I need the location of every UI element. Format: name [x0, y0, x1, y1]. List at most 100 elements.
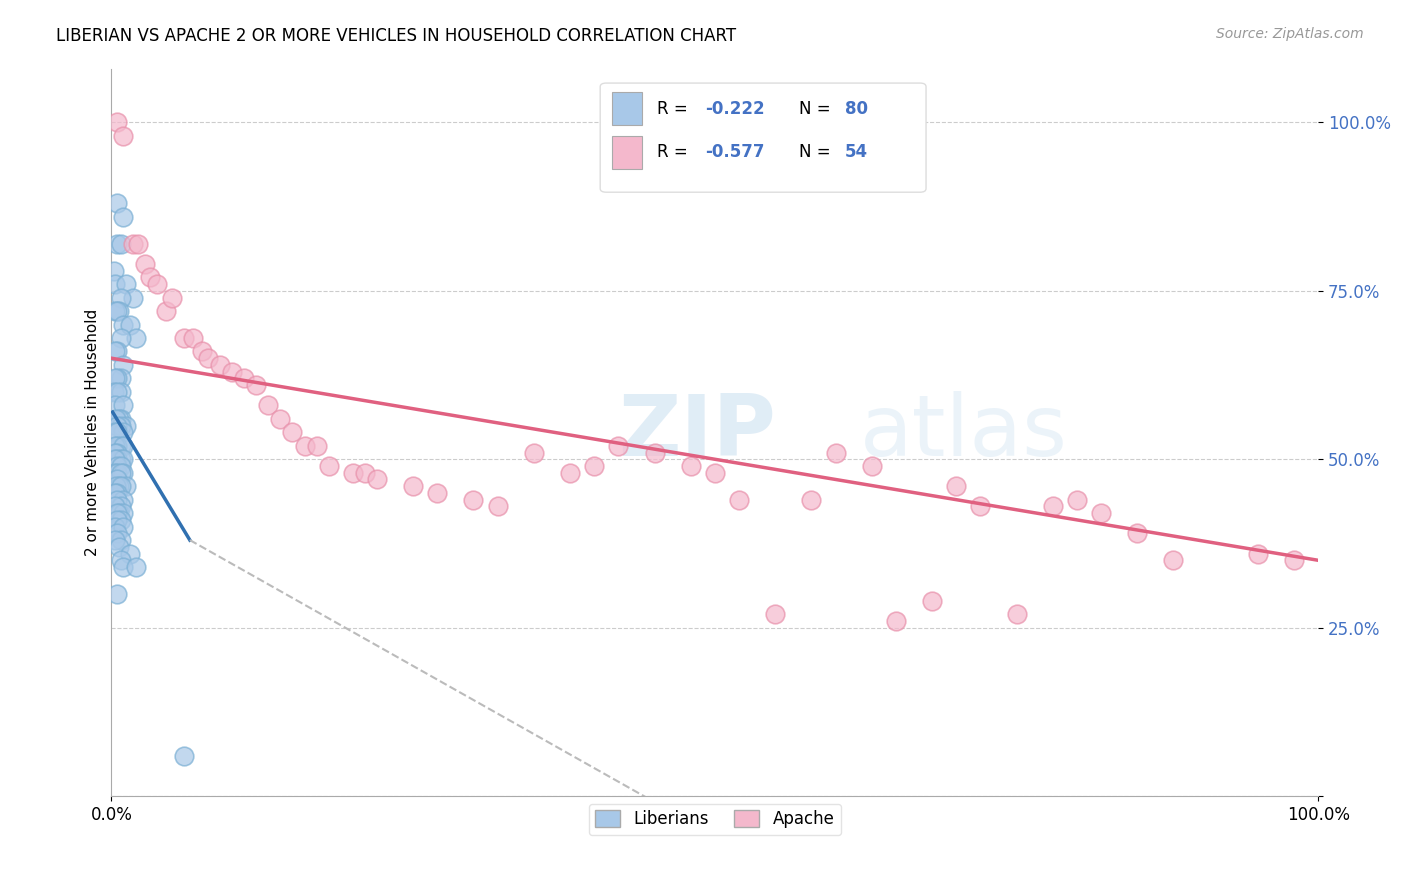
Text: -0.222: -0.222	[706, 100, 765, 118]
Point	[558, 466, 581, 480]
Point	[112, 519, 135, 533]
Point	[122, 291, 145, 305]
Point	[305, 439, 328, 453]
Point	[112, 466, 135, 480]
Point	[353, 466, 375, 480]
Point	[208, 358, 231, 372]
Point	[110, 371, 132, 385]
Text: 54: 54	[845, 144, 869, 161]
Point	[110, 500, 132, 514]
Point	[104, 445, 127, 459]
Point	[607, 439, 630, 453]
Point	[107, 458, 129, 473]
Point	[342, 466, 364, 480]
Point	[115, 277, 138, 291]
Point	[104, 304, 127, 318]
Point	[104, 439, 127, 453]
Point	[107, 412, 129, 426]
Point	[281, 425, 304, 440]
Point	[105, 479, 128, 493]
Point	[107, 473, 129, 487]
Point	[112, 492, 135, 507]
Point	[110, 439, 132, 453]
Point	[644, 445, 666, 459]
Point	[1066, 492, 1088, 507]
Point	[107, 506, 129, 520]
Text: R =: R =	[657, 144, 693, 161]
Point	[107, 452, 129, 467]
Point	[103, 263, 125, 277]
Point	[112, 128, 135, 143]
Point	[728, 492, 751, 507]
Point	[191, 344, 214, 359]
Point	[110, 479, 132, 493]
Point	[107, 540, 129, 554]
Y-axis label: 2 or more Vehicles in Household: 2 or more Vehicles in Household	[86, 309, 100, 556]
Point	[1042, 500, 1064, 514]
Point	[104, 452, 127, 467]
Point	[463, 492, 485, 507]
Point	[366, 473, 388, 487]
Point	[104, 486, 127, 500]
Point	[160, 291, 183, 305]
Point	[104, 533, 127, 547]
Point	[110, 236, 132, 251]
Text: 80: 80	[845, 100, 868, 118]
Point	[318, 458, 340, 473]
Point	[107, 344, 129, 359]
Point	[107, 425, 129, 440]
Point	[112, 560, 135, 574]
Point	[127, 236, 149, 251]
Point	[112, 358, 135, 372]
Point	[107, 384, 129, 399]
Point	[233, 371, 256, 385]
Text: LIBERIAN VS APACHE 2 OR MORE VEHICLES IN HOUSEHOLD CORRELATION CHART: LIBERIAN VS APACHE 2 OR MORE VEHICLES IN…	[56, 27, 737, 45]
Point	[583, 458, 606, 473]
Point	[257, 398, 280, 412]
Point	[139, 270, 162, 285]
Point	[107, 466, 129, 480]
FancyBboxPatch shape	[612, 92, 643, 125]
Text: R =: R =	[657, 100, 693, 118]
Point	[110, 418, 132, 433]
Point	[107, 196, 129, 211]
Point	[969, 500, 991, 514]
Point	[107, 418, 129, 433]
Point	[824, 445, 846, 459]
Point	[107, 439, 129, 453]
Point	[122, 236, 145, 251]
Point	[173, 748, 195, 763]
Point	[112, 318, 135, 332]
Point	[155, 304, 177, 318]
Point	[110, 466, 132, 480]
Point	[1005, 607, 1028, 622]
Point	[134, 257, 156, 271]
Point	[110, 384, 132, 399]
Point	[107, 371, 129, 385]
Point	[1163, 553, 1185, 567]
Point	[1247, 547, 1270, 561]
Point	[118, 547, 141, 561]
Point	[103, 384, 125, 399]
Point	[1090, 506, 1112, 520]
Point	[115, 479, 138, 493]
Point	[107, 587, 129, 601]
Point	[110, 452, 132, 467]
Point	[110, 331, 132, 345]
Point	[104, 371, 127, 385]
Point	[173, 331, 195, 345]
Point	[112, 210, 135, 224]
Point	[183, 331, 205, 345]
Point	[118, 318, 141, 332]
Text: N =: N =	[800, 144, 837, 161]
Point	[523, 445, 546, 459]
Point	[104, 398, 127, 412]
Point	[112, 506, 135, 520]
Text: Source: ZipAtlas.com: Source: ZipAtlas.com	[1216, 27, 1364, 41]
Point	[245, 378, 267, 392]
Point	[921, 593, 943, 607]
Point	[107, 304, 129, 318]
Point	[107, 115, 129, 129]
Point	[104, 425, 127, 440]
Point	[115, 418, 138, 433]
